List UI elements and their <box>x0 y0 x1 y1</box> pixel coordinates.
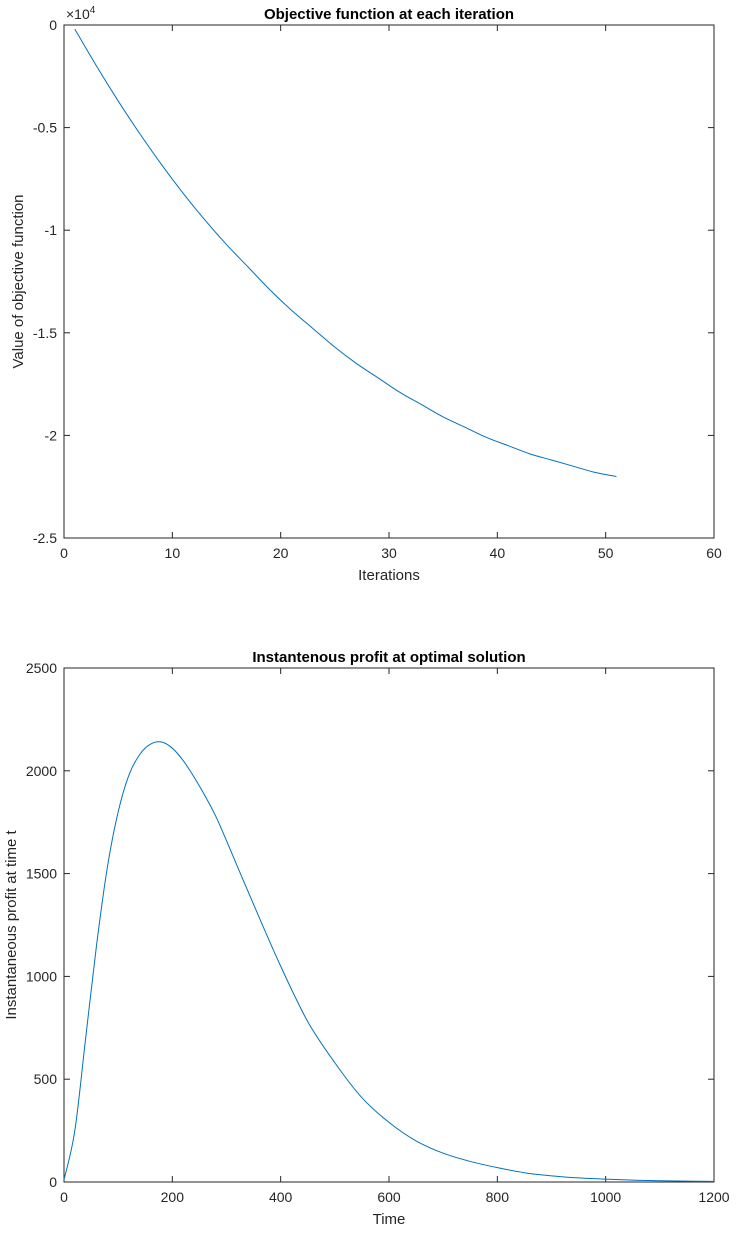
x-axis-label: Time <box>373 1211 406 1228</box>
series-line <box>63 741 715 1182</box>
x-tick-label: 400 <box>269 1189 293 1205</box>
y-tick-label: 1000 <box>26 968 57 984</box>
y-axis-label: Value of objective function <box>10 194 27 368</box>
x-tick-label: 1200 <box>698 1189 729 1205</box>
x-tick-label: 40 <box>490 545 506 561</box>
x-tick-label: 30 <box>381 545 397 561</box>
y-axis-multiplier: ×104 <box>66 5 96 22</box>
x-tick-label: 800 <box>486 1189 510 1205</box>
x-tick-label: 20 <box>273 545 289 561</box>
y-tick-label: 1500 <box>26 866 57 882</box>
plot-area-frame <box>63 667 715 1183</box>
plot-area-frame <box>63 24 715 539</box>
x-tick-label: 0 <box>60 545 68 561</box>
x-tick-label: 600 <box>377 1189 401 1205</box>
series-line <box>74 28 617 477</box>
chart-title: Objective function at each iteration <box>264 6 514 23</box>
y-axis-multiplier-power: 4 <box>90 5 96 16</box>
x-tick-label: 0 <box>60 1189 68 1205</box>
x-tick-label: 10 <box>165 545 181 561</box>
x-axis-label: Iterations <box>358 567 420 584</box>
x-tick-label: 50 <box>598 545 614 561</box>
y-tick-label: -0.5 <box>33 120 57 136</box>
y-tick-label: 500 <box>34 1071 58 1087</box>
y-tick-label: 0 <box>49 1174 57 1190</box>
x-tick-label: 60 <box>706 545 722 561</box>
y-tick-label: 2000 <box>26 763 57 779</box>
y-axis-multiplier-base: ×10 <box>66 6 90 22</box>
chart-title: Instantenous profit at optimal solution <box>252 649 525 666</box>
y-axis-label: Instantaneous profit at time t <box>3 830 20 1020</box>
y-tick-label: -2.5 <box>33 530 57 546</box>
y-tick-label: -1.5 <box>33 325 57 341</box>
chart-2: 0 200 400 600 800 1000 1200 0 500 1000 1500 2000 250… <box>3 649 730 1228</box>
y-tick-label: 0 <box>49 17 57 33</box>
x-tick-label: 1000 <box>590 1189 621 1205</box>
y-tick-label: 2500 <box>26 660 57 676</box>
x-tick-label: 200 <box>161 1189 185 1205</box>
y-tick-label: -2 <box>45 427 58 443</box>
chart-1: 0 10 20 30 40 50 60 0 -0.5 -1 -1.5 -2 -2.5 Objective … <box>10 5 722 584</box>
y-tick-label: -1 <box>45 222 58 238</box>
